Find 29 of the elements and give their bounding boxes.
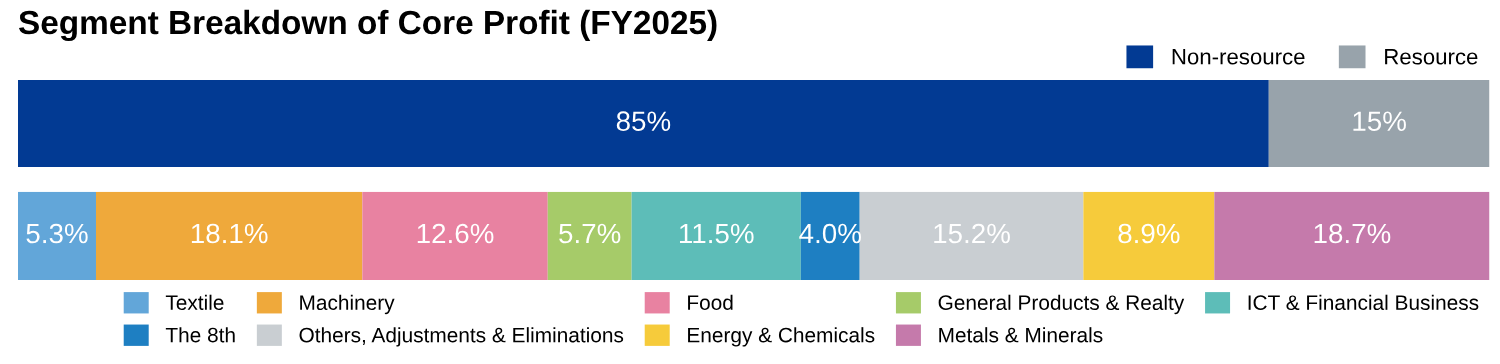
data-label: 18.7% xyxy=(1314,223,1391,244)
bar xyxy=(95,191,363,280)
bar xyxy=(18,191,96,280)
data-label: 11.5% xyxy=(679,223,754,244)
legend-label: Non-resource xyxy=(1172,49,1305,65)
legend-label: Food xyxy=(688,294,733,311)
legend-label: Textile xyxy=(165,294,224,311)
legend-label: Others, Adjustments & Eliminations xyxy=(299,327,624,347)
data-label: 18.1% xyxy=(191,223,268,244)
bar xyxy=(631,191,801,280)
data-label: 8.9% xyxy=(1118,223,1180,244)
bar xyxy=(547,191,632,280)
data-label: 5.7% xyxy=(559,223,621,244)
legend-label: ICT & Financial Business xyxy=(1248,294,1479,311)
legend-label: Energy & Chemicals xyxy=(688,327,875,347)
legend-label: Resource xyxy=(1385,49,1478,65)
legend-label: Machinery xyxy=(300,294,395,315)
data-label: 5.3% xyxy=(26,223,88,244)
chart-title: Segment Breakdown of Core Profit (FY2025) xyxy=(18,9,717,42)
data-label: 15% xyxy=(1353,111,1406,132)
bar xyxy=(1214,191,1490,280)
bar xyxy=(1083,191,1215,280)
legend-label: The 8th xyxy=(165,327,235,343)
data-label: 85% xyxy=(616,111,671,132)
data-label: 12.6% xyxy=(417,223,494,244)
bar xyxy=(859,191,1084,280)
legend-label: General Products & Realty xyxy=(938,294,1185,315)
legend-label: Metals & Minerals xyxy=(939,327,1103,343)
bar xyxy=(362,191,548,280)
